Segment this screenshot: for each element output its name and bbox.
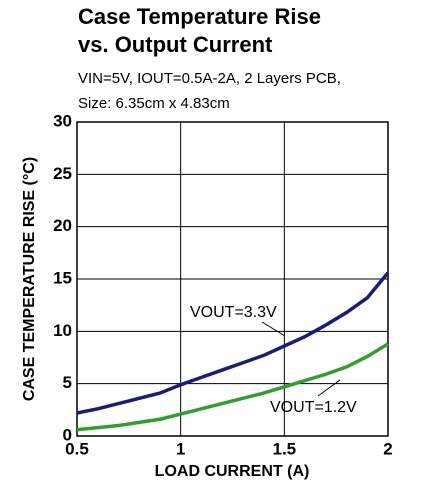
y-tick-label: 10	[53, 321, 72, 340]
series-line	[76, 342, 389, 432]
x-tick-label: 2	[383, 439, 392, 458]
y-tick-label: 0	[63, 425, 72, 444]
plot-frame	[76, 121, 389, 437]
series-label: VOUT=1.2V	[270, 399, 357, 416]
series-label: VOUT=3.3V	[190, 304, 277, 321]
chart-subtitle: VIN=5V, IOUT=0.5A-2A, 2 Layers PCB,	[78, 70, 341, 87]
y-tick-label: 20	[53, 216, 72, 235]
leader-line	[317, 379, 341, 397]
x-tick-label: 1	[176, 439, 185, 458]
y-tick-label: 25	[53, 164, 72, 183]
chart-title: vs. Output Current	[78, 32, 273, 57]
chart-subtitle: Size: 6.35cm x 4.83cm	[78, 95, 230, 112]
x-axis-label: LOAD CURRENT (A)	[155, 463, 310, 480]
leader-line	[261, 321, 286, 337]
series-line	[76, 271, 390, 415]
y-tick-label: 30	[53, 111, 72, 130]
y-tick-label: 15	[53, 268, 72, 287]
chart-title: Case Temperature Rise	[78, 4, 321, 29]
x-tick-label: 1.5	[273, 439, 297, 458]
y-axis-label: CASE TEMPERATURE RISE (°C)	[21, 157, 38, 401]
x-tick-label: 0.5	[65, 439, 89, 458]
y-tick-label: 5	[63, 373, 72, 392]
